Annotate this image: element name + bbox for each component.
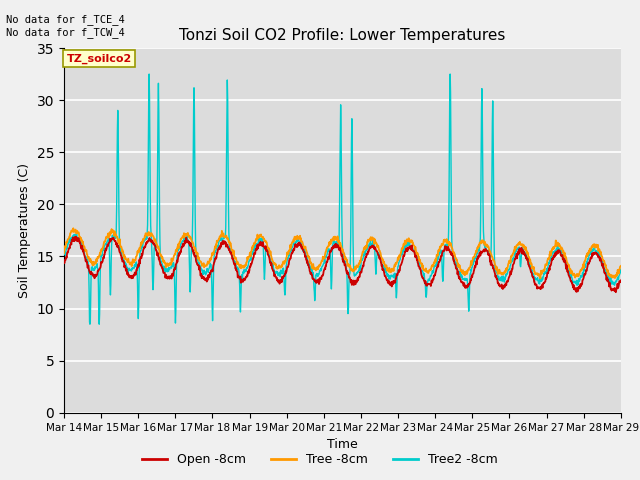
- Text: No data for f_TCE_4
No data for f_TCW_4: No data for f_TCE_4 No data for f_TCW_4: [6, 14, 125, 38]
- X-axis label: Time: Time: [327, 438, 358, 451]
- Title: Tonzi Soil CO2 Profile: Lower Temperatures: Tonzi Soil CO2 Profile: Lower Temperatur…: [179, 28, 506, 43]
- Text: TZ_soilco2: TZ_soilco2: [67, 53, 132, 64]
- Y-axis label: Soil Temperatures (C): Soil Temperatures (C): [18, 163, 31, 298]
- Legend: Open -8cm, Tree -8cm, Tree2 -8cm: Open -8cm, Tree -8cm, Tree2 -8cm: [137, 448, 503, 471]
